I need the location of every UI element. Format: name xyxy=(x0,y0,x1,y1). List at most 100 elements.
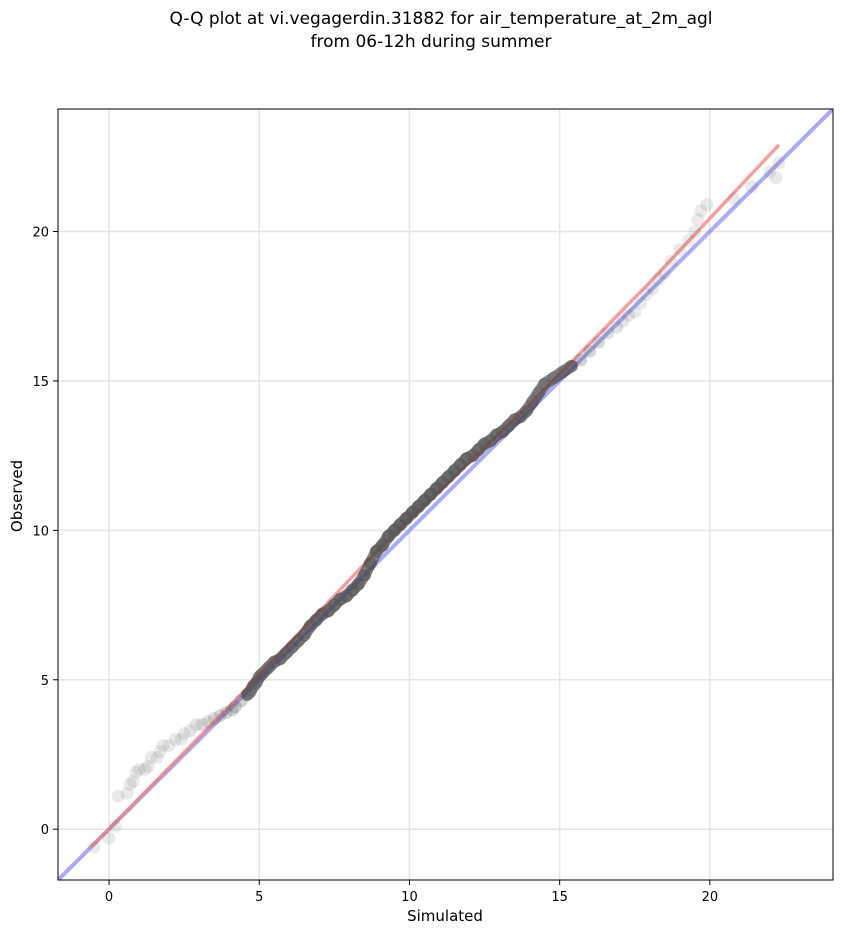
x-tick-label: 15 xyxy=(551,890,568,905)
scatter-point xyxy=(532,386,546,400)
scatter-point xyxy=(279,646,293,660)
y-tick-label: 15 xyxy=(32,375,49,390)
scatter-point xyxy=(520,404,534,418)
scatter-point xyxy=(658,266,672,280)
scatter-point xyxy=(183,724,197,738)
scatter-point xyxy=(496,425,510,439)
scatter-point xyxy=(745,180,759,194)
y-axis-ticks: 0 5 10 15 20 xyxy=(32,226,58,838)
scatter-point xyxy=(144,751,158,764)
scatter-point xyxy=(538,377,552,391)
scatter-point xyxy=(616,314,630,328)
scatter-point xyxy=(174,733,188,746)
scatter-point xyxy=(303,619,317,633)
scatter-point xyxy=(201,715,215,729)
scatter-point xyxy=(622,308,636,322)
scatter-point xyxy=(565,359,579,373)
scatter-point xyxy=(640,287,654,301)
scatter-point xyxy=(267,655,281,669)
y-axis-label: Observed xyxy=(8,460,26,532)
scatter-point xyxy=(634,296,648,310)
scatter-point xyxy=(682,234,696,247)
scatter-point xyxy=(574,353,588,367)
scatter-point xyxy=(189,718,203,732)
y-tick-label: 0 xyxy=(41,823,49,838)
scatter-point xyxy=(108,819,122,833)
scatter-point xyxy=(207,712,221,726)
scatter-point xyxy=(240,688,254,702)
scatter-point xyxy=(691,213,705,227)
scatter-point xyxy=(261,661,275,675)
scatter-point xyxy=(153,745,167,758)
plot-frame xyxy=(57,108,834,881)
scatter-point xyxy=(162,739,176,752)
chart-title-line-1: Q-Q plot at vi.vegagerdin.31882 for air_… xyxy=(169,9,712,29)
scatter-point xyxy=(357,568,371,582)
scatter-point xyxy=(514,410,528,424)
scatter-point xyxy=(213,709,227,723)
scatter-point xyxy=(772,156,786,170)
scatter-point xyxy=(285,640,299,654)
scatter-point xyxy=(126,774,140,788)
scatter-point xyxy=(727,192,741,206)
scatter-point xyxy=(168,733,182,746)
scatter-point xyxy=(490,428,504,442)
scatter-point xyxy=(249,676,263,690)
scatter-point xyxy=(228,700,242,714)
x-tick-label: 5 xyxy=(255,890,263,905)
scatter-point xyxy=(225,703,239,717)
y-tick-label: 10 xyxy=(32,524,49,539)
scatter-point xyxy=(150,751,164,764)
scatter-point xyxy=(234,694,248,708)
y-tick-label: 5 xyxy=(41,674,49,689)
scatter-point xyxy=(273,652,287,666)
scatter-point xyxy=(87,840,101,854)
scatter-point xyxy=(111,789,125,803)
scatter-point xyxy=(195,718,209,732)
scatter-point xyxy=(508,413,522,427)
grid xyxy=(58,109,833,880)
scatter-point xyxy=(291,634,305,648)
scatter-point xyxy=(652,272,666,286)
scatter-point xyxy=(664,254,678,268)
scatter-point xyxy=(309,613,323,627)
scatter-point xyxy=(363,556,377,570)
scatter-point xyxy=(502,419,516,433)
scatter-points xyxy=(87,156,786,854)
scatter-point xyxy=(763,165,777,179)
scatter-point xyxy=(252,670,266,684)
x-axis-label: Simulated xyxy=(407,907,483,925)
scatter-point xyxy=(219,706,233,720)
x-tick-label: 20 xyxy=(702,890,719,905)
scatter-point xyxy=(177,727,191,741)
scatter-point xyxy=(138,762,152,776)
scatter-point xyxy=(556,365,570,379)
scatter-point xyxy=(673,243,687,256)
scatter-point xyxy=(156,739,170,752)
scatter-point xyxy=(255,667,269,681)
scatter-point xyxy=(601,326,615,340)
scatter-point xyxy=(628,305,642,319)
scatter-point xyxy=(700,198,714,212)
chart-title-line-2: from 06-12h during summer xyxy=(311,32,552,52)
scatter-point xyxy=(120,786,134,800)
scatter-point xyxy=(297,628,311,642)
x-tick-label: 10 xyxy=(401,890,418,905)
scatter-point xyxy=(246,679,260,693)
scatter-point xyxy=(123,777,137,791)
scatter-point xyxy=(129,765,143,779)
scatter-point xyxy=(583,344,597,358)
y-tick-label: 20 xyxy=(32,226,49,241)
scatter-point xyxy=(102,831,116,845)
scatter-point xyxy=(526,395,540,409)
scatter-point xyxy=(547,371,561,385)
x-tick-label: 0 xyxy=(105,890,113,905)
scatter-point xyxy=(141,759,155,773)
scatter-point xyxy=(610,320,624,334)
scatter-point xyxy=(484,434,498,448)
scatter-point xyxy=(592,335,606,349)
scatter-point xyxy=(769,171,783,185)
scatter-point xyxy=(646,281,660,295)
scatter-point xyxy=(243,685,257,699)
